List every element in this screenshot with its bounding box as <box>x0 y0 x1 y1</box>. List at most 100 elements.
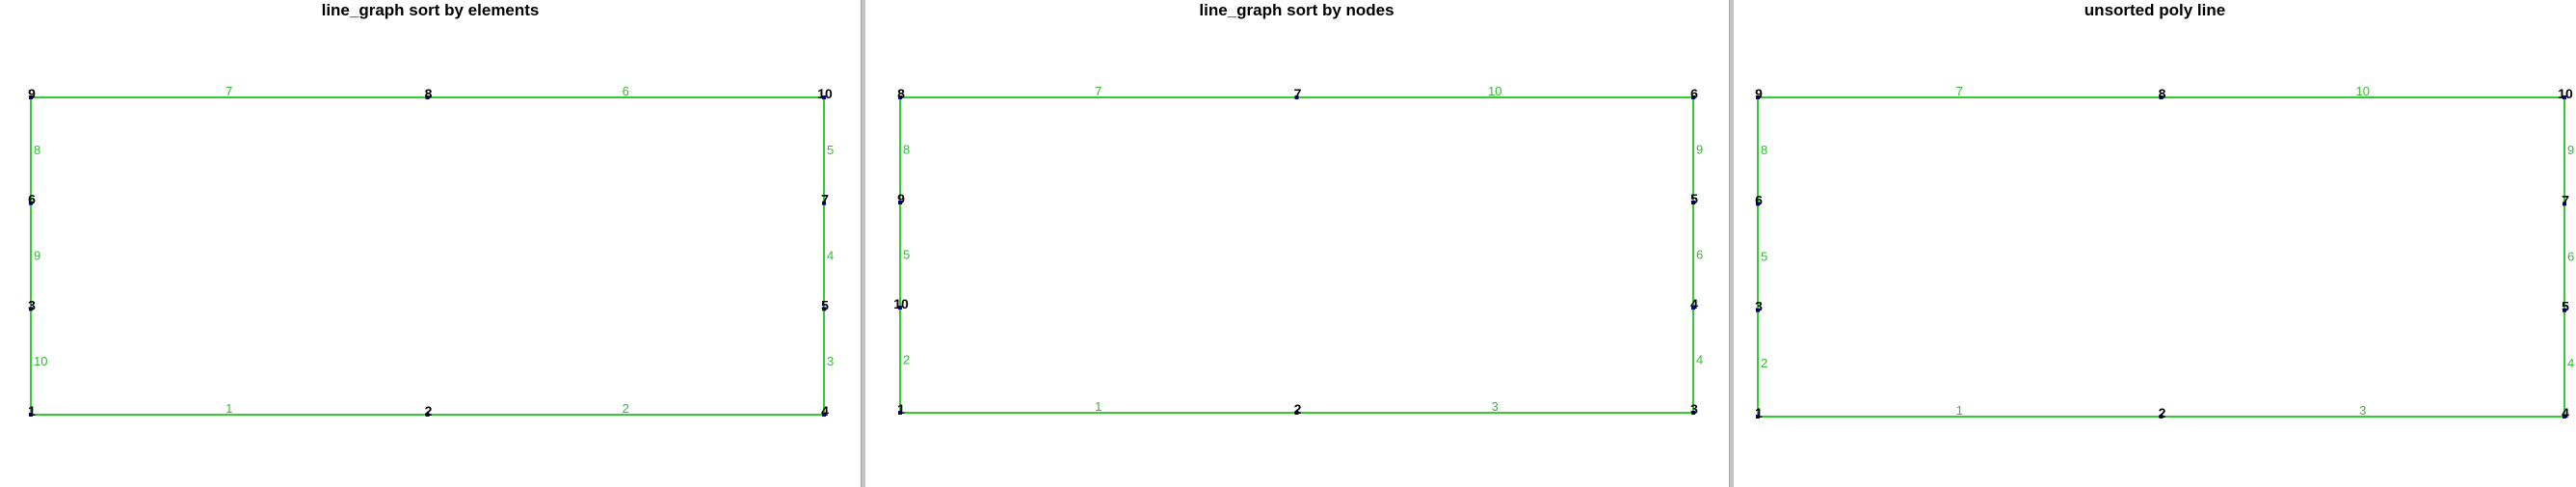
graph-node <box>29 307 33 311</box>
graph-node <box>822 95 826 99</box>
node-label: 8 <box>2159 86 2166 101</box>
graph-node <box>898 95 902 99</box>
edge-label: 2 <box>1761 356 1767 370</box>
node-label: 6 <box>1690 86 1698 101</box>
graph-node <box>29 95 33 99</box>
graph-node <box>822 307 826 311</box>
edge-label: 6 <box>2567 250 2574 264</box>
node-label: 7 <box>821 192 829 207</box>
node-label: 4 <box>821 403 829 419</box>
graph-node <box>29 201 33 205</box>
edge-label: 5 <box>903 248 910 262</box>
edge-label: 7 <box>1956 84 1963 98</box>
graph-node <box>425 413 430 417</box>
graph-canvas: 1 3 4 6 9 10 7 8 5 2 1 2 3 10 4 9 5 8 7 6 <box>893 84 1703 417</box>
edge-label: 4 <box>1696 353 1703 367</box>
node-label: 2 <box>2159 405 2166 420</box>
edge-label: 6 <box>1696 248 1703 262</box>
graph-node <box>2159 95 2164 99</box>
node-label: 6 <box>1755 192 1763 207</box>
node-label: 9 <box>28 86 36 101</box>
edge-label: 1 <box>1956 403 1963 418</box>
graph-node <box>1756 415 1760 419</box>
panel-title: line_graph sort by elements <box>321 1 540 19</box>
graph-node <box>2563 202 2566 206</box>
edge-label: 5 <box>827 143 834 157</box>
graph-node <box>2563 415 2566 419</box>
graph-node <box>1294 95 1299 99</box>
graph-node <box>2159 415 2164 419</box>
graph-panel-sort-by-nodes: line_graph sort by nodes 1 3 4 6 9 10 7 8 5 2 1 2 3 1… <box>865 0 1728 487</box>
node-label: 3 <box>1690 401 1698 417</box>
edge-label: 3 <box>827 354 834 368</box>
graph-panel-sort-by-elements: line_graph sort by elements 1 2 3 4 5 6 7 8 9 10 1… <box>0 0 861 487</box>
graph-node <box>898 306 902 310</box>
node-label: 8 <box>425 86 433 101</box>
edge-label: 9 <box>1696 143 1703 157</box>
node-label: 8 <box>897 86 905 101</box>
graph-node <box>2563 308 2566 312</box>
graph-node <box>425 95 430 99</box>
graph-node <box>822 201 826 205</box>
edge-label: 10 <box>34 354 47 368</box>
node-label: 9 <box>897 191 905 206</box>
node-label: 9 <box>1755 86 1763 101</box>
panel-divider[interactable] <box>1729 0 1734 487</box>
edge-label: 2 <box>623 401 629 416</box>
node-label: 5 <box>2562 299 2569 314</box>
edge-label: 6 <box>623 84 629 98</box>
node-label: 3 <box>1755 299 1763 314</box>
edge-label: 10 <box>2356 84 2370 98</box>
edge-label: 9 <box>2567 143 2574 157</box>
graph-node <box>1294 411 1299 415</box>
graph-node <box>1756 202 1760 206</box>
node-label: 1 <box>1755 405 1763 420</box>
graph-node <box>1691 306 1695 310</box>
edge-label: 9 <box>34 249 40 263</box>
edge-label: 1 <box>1095 399 1102 414</box>
graph-node <box>1756 308 1760 312</box>
edge-label: 2 <box>903 353 910 367</box>
edge-label: 3 <box>2359 403 2366 418</box>
node-label: 3 <box>28 297 36 312</box>
edge-label: 7 <box>226 84 232 98</box>
graph-node <box>29 413 33 417</box>
graph-node <box>898 411 902 415</box>
node-label: 5 <box>821 297 829 312</box>
graph-node <box>1691 411 1695 415</box>
graph-node <box>898 201 902 204</box>
edge-label: 8 <box>1761 143 1767 157</box>
node-label: 1 <box>28 403 36 419</box>
edge-label: 10 <box>1488 84 1501 98</box>
edge-label: 4 <box>827 249 834 263</box>
graph-canvas: 1 2 3 4 5 6 7 8 9 10 1 2 4 3 5 6 7 9 8 10 <box>28 84 834 419</box>
edge-label: 8 <box>903 143 910 157</box>
node-label: 4 <box>2562 405 2569 420</box>
node-label: 2 <box>1294 401 1302 417</box>
panel-divider[interactable] <box>861 0 865 487</box>
node-label: 10 <box>817 86 833 101</box>
node-label: 7 <box>1294 86 1302 101</box>
node-label: 1 <box>897 401 905 417</box>
panel-title: line_graph sort by nodes <box>1199 1 1394 19</box>
edge-label: 1 <box>226 401 232 416</box>
node-label: 6 <box>28 192 36 207</box>
graph-node <box>822 413 826 417</box>
node-label: 7 <box>2562 192 2569 207</box>
node-label: 2 <box>425 403 433 419</box>
graph-canvas: 1 3 4 6 9 10 7 8 5 2 1 2 4 3 5 6 7 9 8 10 <box>1755 84 2574 420</box>
edge-label: 4 <box>2567 356 2574 370</box>
graph-panel-unsorted-poly-line: unsorted poly line 1 3 4 6 9 10 7 8 5 2 1 2 4 3 5 6 7 9 8 1… <box>1734 0 2576 487</box>
graph-node <box>1691 95 1695 99</box>
graph-node <box>2563 95 2566 99</box>
edge-label: 5 <box>1761 250 1767 264</box>
edge-label: 7 <box>1095 84 1102 98</box>
panel-title: unsorted poly line <box>2084 1 2226 19</box>
graph-node <box>1691 201 1695 204</box>
node-label: 4 <box>1690 296 1698 311</box>
node-label: 10 <box>893 296 909 311</box>
node-label: 5 <box>1690 191 1698 206</box>
edge-label: 8 <box>34 143 40 157</box>
graph-node <box>1756 95 1760 99</box>
node-label: 10 <box>2558 86 2573 101</box>
